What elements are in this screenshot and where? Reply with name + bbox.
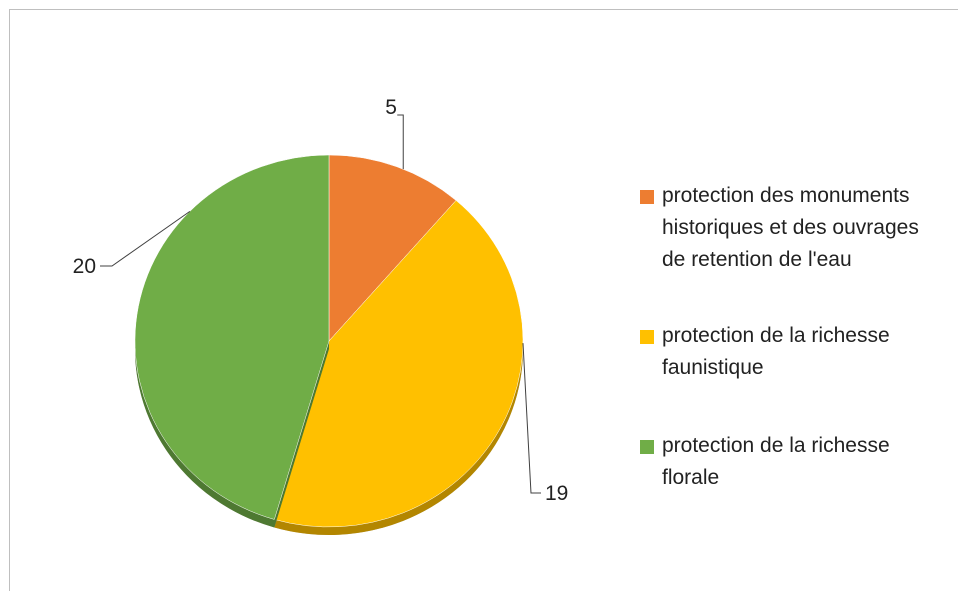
legend-swatch-green <box>640 440 654 454</box>
data-label-florale: 20 <box>73 255 96 278</box>
data-labels: 5 19 20 <box>73 96 569 505</box>
legend-swatch-orange <box>640 190 654 204</box>
data-label-monuments: 5 <box>385 96 397 119</box>
leader-lines <box>100 114 541 494</box>
legend-item-faunistique: protection de la richesse faunistique <box>640 320 940 430</box>
legend-item-monuments: protection des monuments historiques et … <box>640 180 940 320</box>
legend-label-faunistique: protection de la richesse faunistique <box>662 324 890 379</box>
pie-slice-florale <box>134 154 330 520</box>
legend-label-monuments: protection des monuments historiques et … <box>662 184 919 271</box>
leader-line-monuments <box>397 114 404 170</box>
data-label-faunistique: 19 <box>545 482 568 505</box>
leader-line-faunistique <box>522 343 541 494</box>
legend-label-florale: protection de la richesse florale <box>662 434 890 489</box>
pie-slice-monuments <box>328 154 457 342</box>
leader-line-florale <box>100 210 191 267</box>
pie-slice-faunistique <box>274 200 524 528</box>
legend-swatch-yellow <box>640 330 654 344</box>
pie-slices <box>134 154 524 535</box>
legend: protection des monuments historiques et … <box>640 180 940 494</box>
legend-item-florale: protection de la richesse florale <box>640 430 940 494</box>
